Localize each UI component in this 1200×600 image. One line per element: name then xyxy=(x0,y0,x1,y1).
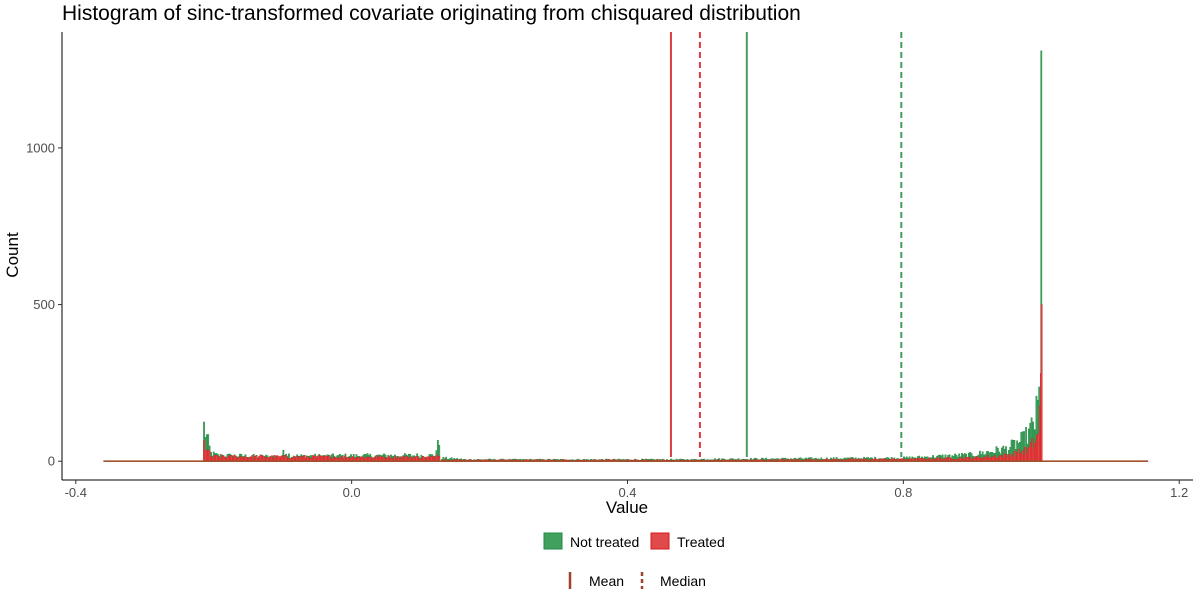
legend-key-treated xyxy=(650,532,670,550)
histogram-bar-treated xyxy=(1027,447,1030,462)
fill-legend: Not treated Treated xyxy=(543,532,725,550)
chart-title: Histogram of sinc-transformed covariate … xyxy=(62,2,801,25)
histogram-bar-treated xyxy=(319,455,321,462)
histogram-bar-treated xyxy=(1012,455,1014,462)
legend-key-not-treated xyxy=(543,532,563,550)
histogram-bar-treated xyxy=(1034,443,1036,462)
histogram-bar-treated xyxy=(270,455,273,462)
histogram-bar-treated xyxy=(1021,450,1024,462)
histogram-bar-treated xyxy=(1020,452,1023,462)
mean-median-lines xyxy=(669,32,903,457)
histogram-bar-treated xyxy=(229,455,232,462)
histogram-bar-treated xyxy=(233,455,236,462)
histogram-bar-treated xyxy=(320,455,323,462)
histogram-bar-treated xyxy=(987,455,990,462)
histogram-bar-treated xyxy=(1005,453,1007,462)
axes-layer: -0.4 0.0 0.4 0.8 1.2 0 500 1000 xyxy=(26,32,1193,500)
histogram-bar-treated xyxy=(1025,452,1028,462)
histogram-bar-treated xyxy=(1001,455,1003,462)
histogram-bar-treated xyxy=(1023,454,1025,462)
histogram-bar-treated xyxy=(1036,434,1039,462)
histogram-bar-treated xyxy=(1003,453,1006,462)
x-tick-label: 0.4 xyxy=(618,485,636,500)
histogram-bar-treated xyxy=(259,455,262,462)
y-tick-label: 500 xyxy=(33,297,55,312)
histogram-bar-treated xyxy=(208,450,211,462)
histogram-bar-treated xyxy=(283,455,285,462)
histogram-bar-treated xyxy=(230,455,233,462)
histogram-bar-treated xyxy=(1030,442,1032,462)
histogram-bars-treated xyxy=(203,304,1043,462)
histogram-bar-treated xyxy=(324,455,327,462)
histogram-bar-treated xyxy=(998,455,1001,462)
histogram-bar-treated xyxy=(284,455,287,462)
histogram-bar-treated xyxy=(303,455,306,462)
legend-label-median: Median xyxy=(660,573,706,589)
histogram-bar-treated xyxy=(1028,446,1031,462)
histogram-bar-treated xyxy=(1024,446,1027,462)
line-type-legend: Mean Median xyxy=(568,572,706,589)
histogram-bar-treated xyxy=(214,455,216,462)
legend-label-treated: Treated xyxy=(677,534,725,550)
histogram-bar-treated xyxy=(204,450,207,462)
legend-label-mean: Mean xyxy=(589,573,624,589)
histogram-bar-treated xyxy=(251,455,254,462)
histogram-bar-treated xyxy=(273,455,276,462)
histogram-bar-treated xyxy=(255,455,258,462)
histogram-bar-treated xyxy=(215,455,218,462)
histogram-bars-not-treated xyxy=(203,50,1043,462)
y-tick-label: 0 xyxy=(48,454,55,469)
x-tick-label: -0.4 xyxy=(65,485,87,500)
x-axis-title: Value xyxy=(606,498,648,517)
legend-label-not-treated: Not treated xyxy=(570,534,639,550)
histogram-bar-treated xyxy=(1007,454,1010,462)
y-tick-label: 1000 xyxy=(26,140,55,155)
histogram-bar-treated xyxy=(1016,451,1019,462)
histogram-bar-treated xyxy=(1040,304,1043,462)
histogram-bar-treated xyxy=(1037,433,1040,462)
histogram-bar-treated xyxy=(276,455,279,462)
histogram-bar-treated xyxy=(435,454,438,462)
histogram-bar-treated xyxy=(1010,454,1013,462)
y-axis-title: Count xyxy=(3,232,22,278)
histogram-bar-treated xyxy=(379,455,382,462)
x-tick-label: 0.8 xyxy=(894,485,912,500)
histogram-bar-treated xyxy=(205,450,208,462)
histogram-bar-treated xyxy=(1017,448,1020,462)
histogram-bar-treated xyxy=(317,455,320,462)
x-tick-label: 0.0 xyxy=(343,485,361,500)
histogram-bar-treated xyxy=(1032,448,1035,462)
histogram-bar-treated xyxy=(1019,454,1021,462)
histogram-bar-treated xyxy=(207,449,210,462)
x-tick-label: 1.2 xyxy=(1170,485,1188,500)
histogram-bar-treated xyxy=(312,455,314,462)
histogram-bar-treated xyxy=(328,455,331,462)
